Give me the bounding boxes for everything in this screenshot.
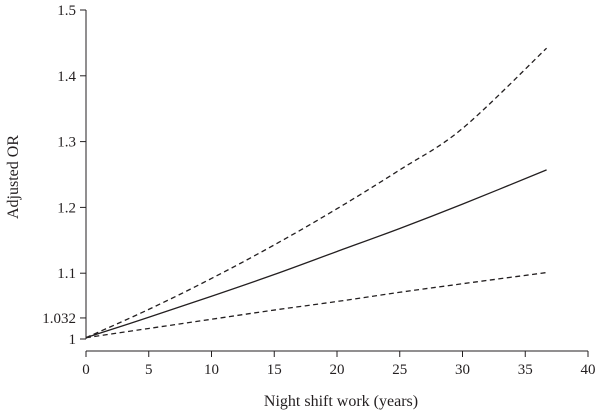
y-tick-label: 1.3 [57, 135, 76, 151]
y-tick-label: 1.2 [57, 200, 76, 216]
x-tick-label: 30 [455, 362, 470, 378]
x-axis: 0 5 10 15 20 25 30 35 40 [82, 350, 596, 378]
y-axis: 1 1.032 1.1 1.2 1.3 1.4 1.5 [42, 3, 87, 348]
x-tick-label: 20 [330, 362, 345, 378]
y-tick-label: 1.5 [57, 3, 76, 19]
y-tick-label: 1.1 [57, 266, 76, 282]
x-tick-label: 35 [518, 362, 533, 378]
x-tick-label: 25 [392, 362, 407, 378]
dashed-series-line-1 [85, 47, 548, 339]
dashed-series-line-2 [85, 271, 547, 339]
x-tick-label: 0 [82, 362, 90, 378]
y-tick-label: 1.032 [42, 311, 76, 327]
x-tick-label: 40 [581, 362, 596, 378]
y-tick-label: 1.4 [57, 69, 76, 85]
solid-series-line-0 [85, 169, 547, 339]
series-layer [85, 47, 548, 339]
x-tick-label: 15 [267, 362, 282, 378]
x-tick-label: 10 [204, 362, 219, 378]
x-tick-label: 5 [145, 362, 153, 378]
y-axis-title: Adjusted OR [5, 135, 22, 219]
x-axis-title: Night shift work (years) [264, 393, 418, 410]
y-tick-label: 1 [69, 332, 77, 348]
